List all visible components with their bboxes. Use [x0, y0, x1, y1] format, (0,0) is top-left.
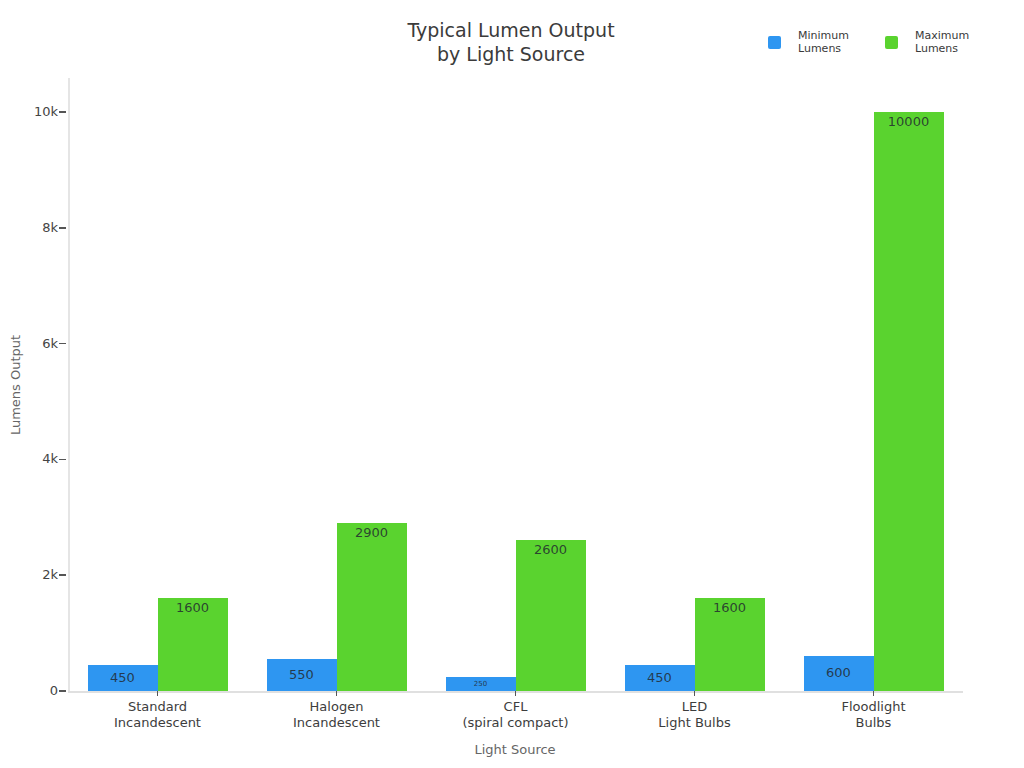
- y-tick-mark-8k: [59, 227, 66, 229]
- bar-minimum-lumens-standard-incandescent[interactable]: 450: [88, 665, 158, 691]
- x-tick-mark-led-light-bulbs: [694, 691, 696, 696]
- y-axis-line: [68, 78, 70, 691]
- bar-maximum-lumens-halogen-incandescent[interactable]: 2900: [337, 523, 407, 691]
- y-tick-label-10k: 10k: [14, 104, 58, 120]
- category-label-line: Floodlight: [784, 699, 963, 715]
- legend: MinimumLumensMaximumLumens: [768, 29, 969, 55]
- bar-value-label: 600: [804, 656, 874, 691]
- category-label-halogen-incandescent: HalogenIncandescent: [247, 699, 426, 731]
- x-tick-mark-floodlight-bulbs: [873, 691, 875, 696]
- category-label-standard-incandescent: StandardIncandescent: [68, 699, 247, 731]
- category-label-line: Halogen: [247, 699, 426, 715]
- x-tick-mark-cfl-spiral-compact: [515, 691, 517, 696]
- y-tick-mark-6k: [59, 343, 66, 345]
- chart-title-line-2: by Light Source: [407, 42, 614, 66]
- category-label-line: LED: [605, 699, 784, 715]
- legend-label-line: Minimum: [798, 29, 849, 42]
- legend-label-line: Maximum: [915, 29, 969, 42]
- bar-value-label: 450: [88, 665, 158, 691]
- legend-swatch-icon: [768, 36, 781, 49]
- bar-value-label: 1600: [158, 601, 228, 615]
- legend-label-line: Lumens: [798, 42, 849, 55]
- legend-label-line: Lumens: [915, 42, 969, 55]
- chart-title-line-1: Typical Lumen Output: [407, 18, 614, 42]
- y-tick-label-4k: 4k: [14, 451, 58, 467]
- y-tick-label-0: 0: [14, 683, 58, 699]
- bar-minimum-lumens-halogen-incandescent[interactable]: 550: [267, 659, 337, 691]
- y-tick-mark-10k: [59, 111, 66, 113]
- category-label-line: Bulbs: [784, 715, 963, 731]
- legend-swatch-icon: [885, 36, 898, 49]
- bar-value-label: 2900: [337, 526, 407, 540]
- category-label-cfl-spiral-compact: CFL(spiral compact): [426, 699, 605, 731]
- bar-maximum-lumens-floodlight-bulbs[interactable]: 10000: [874, 112, 944, 691]
- category-label-floodlight-bulbs: FloodlightBulbs: [784, 699, 963, 731]
- bar-maximum-lumens-led-light-bulbs[interactable]: 1600: [695, 598, 765, 691]
- category-label-line: CFL: [426, 699, 605, 715]
- x-tick-mark-standard-incandescent: [157, 691, 159, 696]
- bar-chart: Typical Lumen Output by Light Source Min…: [0, 0, 1024, 768]
- category-label-line: (spiral compact): [426, 715, 605, 731]
- category-label-line: Incandescent: [247, 715, 426, 731]
- bar-maximum-lumens-cfl-spiral-compact[interactable]: 2600: [516, 540, 586, 691]
- y-tick-mark-4k: [59, 459, 66, 461]
- category-label-line: Standard: [68, 699, 247, 715]
- legend-item-minimum-lumens[interactable]: MinimumLumens: [768, 29, 849, 55]
- bar-value-label: 550: [267, 659, 337, 691]
- y-tick-label-8k: 8k: [14, 220, 58, 236]
- chart-title: Typical Lumen Output by Light Source: [407, 18, 614, 66]
- y-tick-label-6k: 6k: [14, 336, 58, 352]
- bar-value-label: 2600: [516, 543, 586, 557]
- bar-value-label: 10000: [874, 115, 944, 129]
- legend-item-maximum-lumens[interactable]: MaximumLumens: [885, 29, 969, 55]
- legend-label: MinimumLumens: [798, 29, 849, 55]
- category-label-line: Light Bulbs: [605, 715, 784, 731]
- x-tick-mark-halogen-incandescent: [336, 691, 338, 696]
- bar-minimum-lumens-floodlight-bulbs[interactable]: 600: [804, 656, 874, 691]
- bar-value-label: 250: [446, 677, 516, 691]
- y-tick-mark-2k: [59, 574, 66, 576]
- x-axis-title: Light Source: [474, 742, 555, 757]
- legend-label: MaximumLumens: [915, 29, 969, 55]
- category-label-led-light-bulbs: LEDLight Bulbs: [605, 699, 784, 731]
- bar-value-label: 1600: [695, 601, 765, 615]
- bar-value-label: 450: [625, 665, 695, 691]
- y-tick-mark-0: [59, 690, 66, 692]
- bar-minimum-lumens-cfl-spiral-compact[interactable]: 250: [446, 677, 516, 691]
- bar-minimum-lumens-led-light-bulbs[interactable]: 450: [625, 665, 695, 691]
- category-label-line: Incandescent: [68, 715, 247, 731]
- bar-maximum-lumens-standard-incandescent[interactable]: 1600: [158, 598, 228, 691]
- y-tick-label-2k: 2k: [14, 567, 58, 583]
